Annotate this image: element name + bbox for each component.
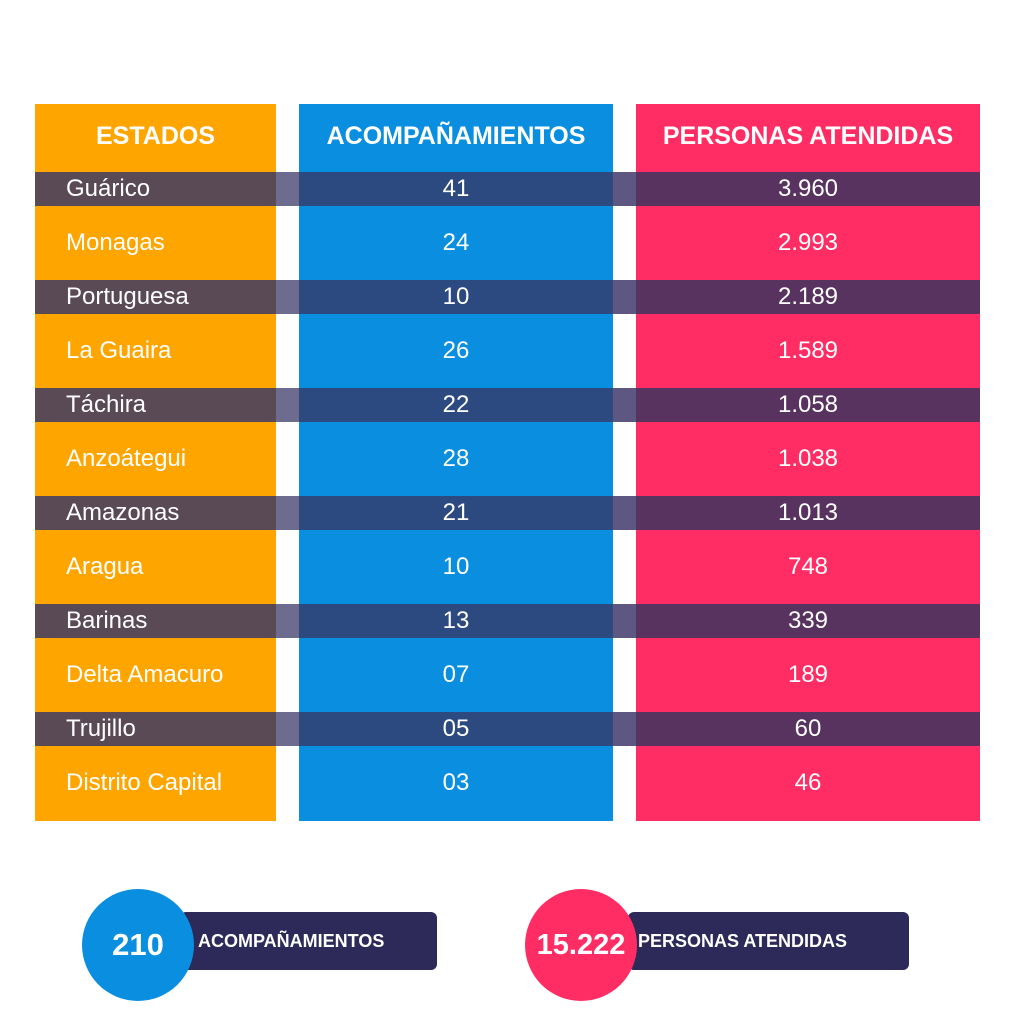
acompanamientos-cell: 21 [442, 499, 470, 526]
row-band-segment [613, 388, 636, 422]
row-band-segment [636, 280, 980, 314]
table-row-band [35, 496, 980, 530]
estado-cell: Aragua [66, 553, 144, 580]
acompanamientos-cell: 13 [442, 607, 470, 634]
estados-column-bg [35, 104, 276, 821]
personas-cell: 339 [787, 607, 829, 634]
row-band-segment [636, 388, 980, 422]
personas-cell: 2.993 [777, 229, 839, 256]
row-band-segment [276, 604, 299, 638]
row-band-segment [276, 388, 299, 422]
row-band-segment [613, 496, 636, 530]
personas-cell: 60 [794, 715, 822, 742]
personas-cell: 2.189 [777, 283, 839, 310]
acompanamientos-column-bg [299, 104, 613, 821]
estado-cell: Barinas [66, 607, 148, 634]
estado-cell: Trujillo [66, 715, 136, 742]
acompanamientos-cell: 41 [442, 175, 470, 202]
table-row-band [35, 280, 980, 314]
acompanamientos-cell: 10 [442, 553, 470, 580]
estado-cell: Amazonas [66, 499, 180, 526]
row-band-segment [35, 496, 276, 530]
row-band-segment [636, 604, 980, 638]
personas-cell: 1.013 [777, 499, 839, 526]
row-band-segment [276, 280, 299, 314]
row-band-segment [299, 388, 613, 422]
personas-cell: 1.058 [777, 391, 839, 418]
row-band-segment [299, 604, 613, 638]
personas-cell: 46 [794, 769, 822, 796]
table-row-band [35, 388, 980, 422]
row-band-segment [613, 280, 636, 314]
estado-cell: Delta Amacuro [66, 661, 224, 688]
row-band-segment [299, 496, 613, 530]
row-band-segment [276, 712, 299, 746]
personas-cell: 1.038 [777, 445, 839, 472]
acompanamientos-cell: 26 [442, 337, 470, 364]
estado-cell: Táchira [66, 391, 147, 418]
row-band-segment [636, 496, 980, 530]
acompanamientos-cell: 03 [442, 769, 470, 796]
personas-cell: 3.960 [777, 175, 839, 202]
row-band-segment [276, 172, 299, 206]
estado-cell: Distrito Capital [66, 769, 223, 796]
personas-total-label: PERSONAS ATENDIDAS [628, 912, 909, 970]
estado-cell: Guárico [66, 175, 151, 202]
acompanamientos-total-value: 210 [82, 889, 194, 1001]
row-band-segment [276, 496, 299, 530]
acompanamientos-total-label: ACOMPAÑAMIENTOS [180, 912, 437, 970]
acompanamientos-cell: 24 [442, 229, 470, 256]
personas-cell: 1.589 [777, 337, 839, 364]
estado-cell: Portuguesa [66, 283, 189, 310]
row-band-segment [35, 280, 276, 314]
estados-header: ESTADOS [96, 122, 215, 150]
estado-cell: Monagas [66, 229, 165, 256]
acompanamientos-cell: 22 [442, 391, 470, 418]
personas-cell: 189 [787, 661, 829, 688]
table-row-band [35, 604, 980, 638]
row-band-segment [613, 712, 636, 746]
personas-header: PERSONAS ATENDIDAS [662, 122, 954, 150]
row-band-segment [299, 280, 613, 314]
estado-cell: Anzoátegui [66, 445, 187, 472]
row-band-segment [613, 172, 636, 206]
table-row-band [35, 712, 980, 746]
acompanamientos-cell: 07 [442, 661, 470, 688]
row-band-segment [636, 712, 980, 746]
row-band-segment [35, 712, 276, 746]
personas-column-bg [636, 104, 980, 821]
estado-cell: La Guaira [66, 337, 172, 364]
acompanamientos-cell: 28 [442, 445, 470, 472]
row-band-segment [35, 388, 276, 422]
row-band-segment [636, 172, 980, 206]
acompanamientos-cell: 05 [442, 715, 470, 742]
personas-cell: 748 [787, 553, 829, 580]
table-row-band [35, 172, 980, 206]
personas-total-value: 15.222 [525, 889, 637, 1001]
acompanamientos-header: ACOMPAÑAMIENTOS [326, 122, 586, 150]
row-band-segment [299, 172, 613, 206]
row-band-segment [35, 604, 276, 638]
row-band-segment [299, 712, 613, 746]
row-band-segment [35, 172, 276, 206]
row-band-segment [613, 604, 636, 638]
acompanamientos-cell: 10 [442, 283, 470, 310]
